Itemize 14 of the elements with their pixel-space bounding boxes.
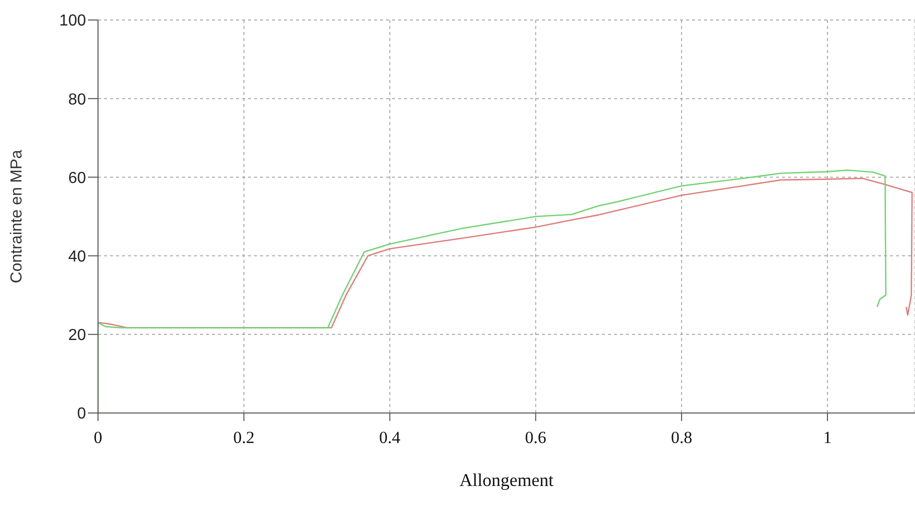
x-tick-label: 1 xyxy=(823,428,832,448)
y-axis-title: Contrainte en MPa xyxy=(8,150,26,284)
y-tick-label: 80 xyxy=(68,91,86,108)
x-axis-title: Allongement xyxy=(460,470,554,490)
y-tick-label: 40 xyxy=(68,248,86,266)
y-tick-label: 20 xyxy=(68,327,86,344)
y-tick-label: 0 xyxy=(77,406,86,423)
x-tick-label: 0.2 xyxy=(233,428,255,448)
x-tick-label: 0.8 xyxy=(670,428,692,448)
x-tick-label: 0.4 xyxy=(379,428,401,448)
x-tick-label: 0.6 xyxy=(525,428,546,448)
x-tick-label: 0 xyxy=(94,428,102,448)
y-tick-label: 100 xyxy=(59,12,86,30)
y-tick-label: 60 xyxy=(68,170,86,187)
